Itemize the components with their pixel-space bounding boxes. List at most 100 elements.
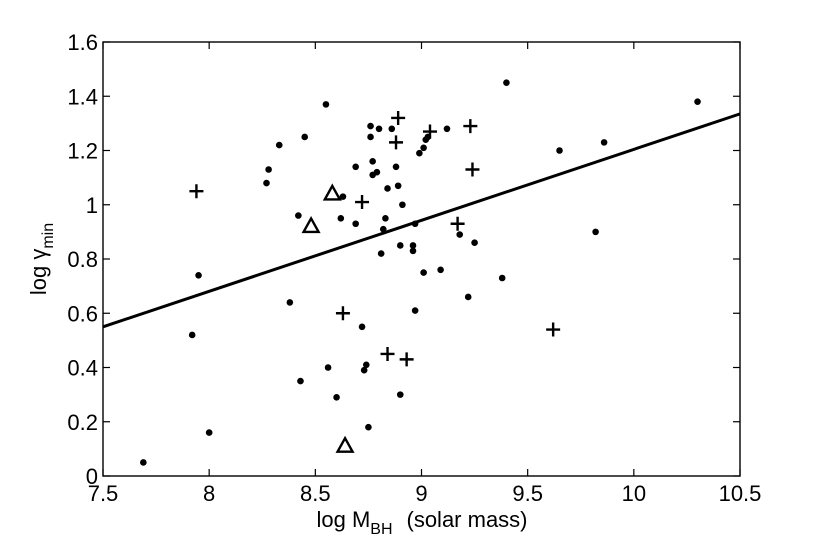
data-point-plus [463,119,478,134]
data-point-triangle [301,215,321,234]
data-point-dot [600,139,608,146]
data-point-dot [420,144,427,152]
y-axis-ticks: 0 0.2 0.4 0.6 0.8 1 1.2 1.4 1.6 [67,30,740,489]
data-point-dot [205,429,213,436]
plot-area-frame [102,41,741,477]
data-point-dot [362,361,370,369]
data-point-plus [189,184,204,199]
data-point-dot [337,215,345,222]
x-tick-label: 10.5 [719,481,762,506]
data-point-dot [301,133,309,141]
data-point-dot [396,242,404,249]
data-point-dot [382,215,389,222]
y-axis-title: log γmin [26,223,57,295]
data-point-dot [333,394,340,401]
x-axis-title-subscript: BH [370,521,392,538]
data-point-dot [358,323,366,331]
y-tick-label: 0.2 [67,410,98,435]
data-point-dot [195,271,202,279]
data-point-dot [392,163,400,171]
data-point-plus [422,124,437,139]
data-point-dot [297,377,304,385]
data-point-dot [592,228,599,236]
data-point-plus [399,352,414,367]
x-axis-title-main: log M [316,507,370,532]
data-point-dot [295,212,302,219]
regression-line [102,112,741,329]
x-axis-title: log MBH (solar mass) [316,507,527,538]
y-axis-title-subscript: min [40,223,57,249]
data-point-plus [465,162,480,177]
data-point-dot [140,459,147,466]
data-point-dot [409,242,417,249]
data-point-dot [379,225,387,233]
x-tick-label: 8.5 [300,481,331,506]
data-point-dot [369,158,376,165]
x-tick-label: 8 [203,481,215,506]
data-point-dot [456,231,464,238]
x-tick-label: 7.5 [88,481,119,506]
data-point-dot [265,166,272,173]
data-point-dot [694,98,701,105]
y-tick-label: 1.2 [67,139,98,164]
data-point-dot [367,122,374,130]
data-point-dot [420,269,427,276]
data-point-dot [411,220,419,228]
data-point-dot [409,247,417,255]
data-point-plus [450,216,465,231]
data-point-dot [375,125,383,133]
data-point-plus [380,346,395,361]
data-point-dot [360,366,368,374]
y-tick-label: 0 [86,464,98,489]
data-points-layer [140,79,701,466]
data-point-dot [286,299,294,306]
data-point-dot [352,163,359,171]
data-point-dot [464,293,472,301]
y-tick-label: 1.6 [67,30,98,55]
data-point-dot [263,179,270,187]
data-point-plus [391,110,406,125]
data-point-plus [546,322,561,337]
data-point-dot [377,250,385,257]
data-point-triangle [322,183,342,201]
x-tick-label: 9 [415,481,427,506]
data-point-dot [275,141,283,149]
data-point-dot [471,239,478,247]
x-axis-ticks: 7.5 8 8.5 9 9.5 10 10.5 [88,42,762,506]
data-point-dot [322,101,330,108]
data-point-dot [352,220,359,228]
data-point-dot [384,185,391,192]
y-tick-label: 0.8 [67,247,98,272]
data-point-plus [355,195,370,210]
data-point-dot [394,182,402,190]
data-point-dot [373,168,381,176]
data-point-plus [389,135,404,150]
data-point-plus [335,306,350,321]
data-point-dot [399,201,406,209]
data-point-dot [498,274,506,282]
data-point-dot [388,125,396,133]
data-point-dot [437,266,444,274]
data-point-dot [367,133,374,141]
data-point-dot [503,79,510,86]
y-tick-label: 0.6 [67,301,98,326]
data-point-dot [396,391,404,398]
y-tick-label: 1.4 [67,84,98,109]
data-point-dot [416,149,423,157]
data-point-dot [443,125,451,133]
data-point-triangle [335,435,355,453]
fit-line-layer [102,112,741,329]
y-tick-label: 0.4 [67,356,98,381]
y-axis-title-main: log γ [26,249,51,295]
data-point-dot [556,147,563,154]
data-point-dot [411,307,419,314]
x-axis-title-suffix: (solar mass) [407,507,528,532]
data-point-dot [365,423,372,431]
y-tick-label: 1 [86,193,98,218]
x-tick-label: 9.5 [512,481,543,506]
data-point-dot [188,331,196,339]
data-point-dot [324,364,332,371]
x-tick-label: 10 [622,481,646,506]
